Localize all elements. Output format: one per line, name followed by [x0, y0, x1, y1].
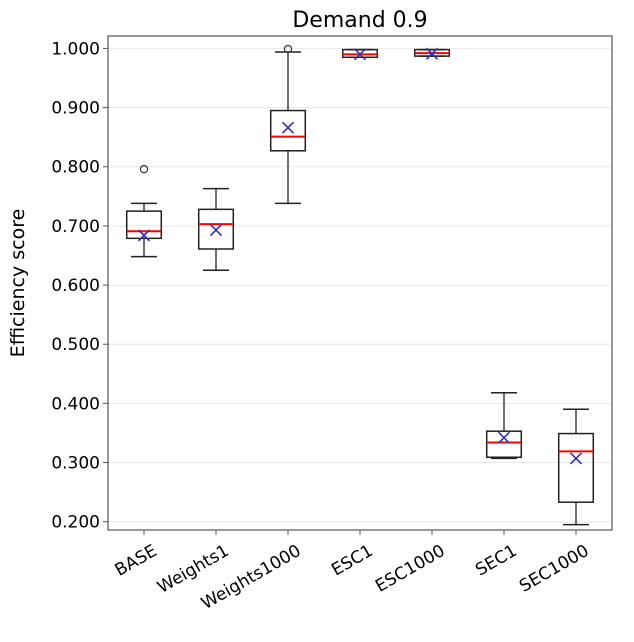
x-tick-label: BASE: [112, 541, 161, 581]
iqr-box: [269, 109, 307, 152]
iqr-box: [197, 208, 235, 250]
y-tick-label: 0.900: [51, 99, 100, 119]
y-tick-label: 1.000: [51, 39, 100, 59]
y-axis-label: Efficiency score: [7, 209, 29, 358]
y-tick-label: 0.200: [51, 513, 100, 533]
chart-title: Demand 0.9: [292, 8, 427, 33]
y-tick-label: 0.600: [51, 276, 100, 296]
mean-marker: [425, 47, 439, 60]
y-tick-label: 0.500: [51, 335, 100, 355]
box-sec1: [485, 391, 523, 460]
iqr-box: [485, 430, 523, 458]
outlier-point: [283, 44, 293, 54]
mean-marker: [209, 223, 223, 237]
mean-marker: [281, 121, 295, 134]
box-esc1000: [413, 47, 451, 60]
y-tick-label: 0.800: [51, 158, 100, 178]
outlier-point: [139, 164, 149, 174]
x-tick-label: SEC1000: [516, 541, 592, 597]
box-sec1000: [557, 408, 595, 526]
y-tick-label: 0.400: [51, 394, 100, 414]
x-tick-label: SEC1: [472, 541, 520, 580]
box-esc1: [341, 48, 379, 61]
y-tick-label: 0.700: [51, 217, 100, 237]
mean-marker: [497, 431, 511, 444]
x-tick-label: ESC1000: [372, 541, 448, 597]
mean-marker: [137, 229, 151, 242]
mean-marker: [353, 48, 367, 61]
box-base: [125, 164, 163, 258]
x-tick-label: ESC1: [328, 541, 376, 580]
y-tick-label: 0.300: [51, 454, 100, 474]
iqr-box: [125, 210, 163, 240]
plot-frame: [107, 35, 613, 531]
mean-marker: [569, 452, 583, 465]
iqr-box: [557, 432, 595, 503]
box-weights1: [197, 187, 235, 272]
box-weights1000: [269, 44, 307, 205]
